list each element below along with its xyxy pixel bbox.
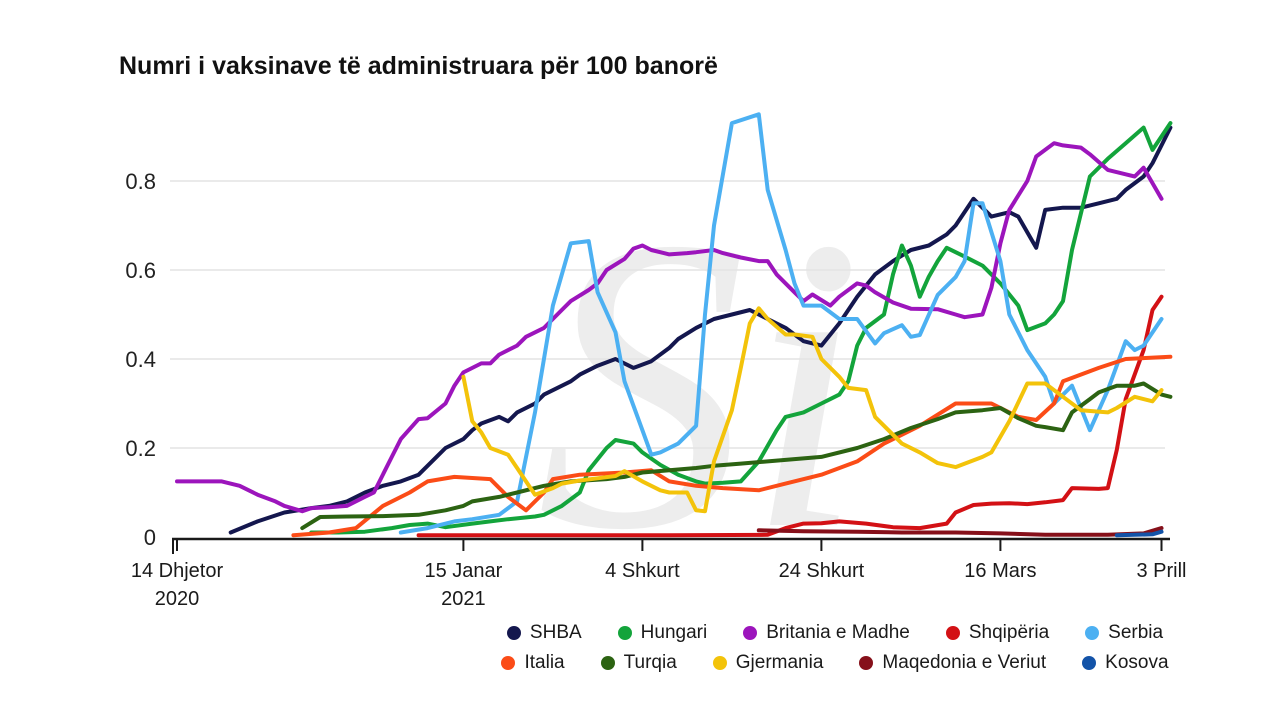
legend-item-maqedonia-e-veriut: Maqedonia e Veriut — [859, 652, 1046, 674]
legend-dot-icon — [945, 626, 960, 640]
y-tick-label: 0.4 — [125, 347, 156, 372]
series-line-shqipëria — [416, 294, 1164, 538]
legend-label: SHBA — [529, 622, 582, 643]
series-line-gjermania — [461, 306, 1164, 514]
legend-item-shqipëria: Shqipëria — [945, 622, 1050, 644]
y-tick-label: 0.6 — [125, 258, 156, 283]
legend-label: Serbia — [1108, 622, 1164, 643]
legend-item-gjermania: Gjermania — [712, 652, 824, 674]
y-axis-labels: 0 0.2 0.4 0.6 0.8 — [125, 169, 156, 550]
series-line-kosova — [1114, 529, 1164, 538]
legend-dot-icon — [1085, 626, 1100, 640]
legend-item-turqia: Turqia — [600, 652, 677, 674]
x-tick-label: 4 Shkurt — [605, 560, 680, 582]
legend-row-2: Italia Turqia Gjermania Maqedonia e Veriut K… — [501, 652, 1169, 674]
x-tick-label: 14 Dhjetor — [131, 560, 224, 582]
legend-item-hungari: Hungari — [617, 622, 708, 644]
legend-dot-icon — [712, 656, 727, 670]
legend-dot-icon — [859, 656, 874, 670]
legend-dot-icon — [501, 656, 516, 670]
legend-label: Gjermania — [735, 652, 824, 673]
x-tick-label: 2020 — [155, 588, 200, 610]
x-tick-label: 24 Shkurt — [779, 560, 865, 582]
legend-item-italia: Italia — [501, 652, 565, 674]
series-lines — [175, 112, 1173, 538]
legend-dot-icon — [600, 656, 615, 670]
legend-dot-icon — [617, 626, 632, 640]
series-line-serbia — [398, 112, 1164, 535]
legend-item-kosova: Kosova — [1082, 652, 1169, 674]
legend-dot-icon — [506, 626, 521, 640]
x-axis-labels: 14 Dhjetor 2020 15 Janar 2021 4 Shkurt 24 Shk… — [131, 560, 1187, 610]
legend-item-britania-e-madhe: Britania e Madhe — [743, 622, 910, 644]
legend-row-1: SHBA Hungari Britania e Madhe Shqipëria Serb… — [506, 622, 1163, 644]
series-line-hungari — [309, 121, 1173, 535]
x-tick-label: 3 Prill — [1136, 560, 1186, 582]
series-line-italia — [291, 354, 1173, 538]
chart-legend: SHBA Hungari Britania e Madhe Shqipëria Serb… — [470, 622, 1200, 674]
legend-label: Italia — [524, 652, 565, 673]
legend-item-shba: SHBA — [506, 622, 582, 644]
legend-label: Turqia — [623, 652, 677, 673]
legend-item-serbia: Serbia — [1085, 622, 1163, 644]
page-title: Numri i vaksinave të administruara për 1… — [119, 52, 718, 80]
y-tick-label: 0.2 — [125, 436, 156, 461]
x-axis — [172, 537, 1170, 554]
legend-label: Britania e Madhe — [766, 622, 910, 643]
series-line-shba — [228, 125, 1173, 535]
series-line-britania-e-madhe — [175, 141, 1164, 514]
x-tick-label: 16 Mars — [964, 560, 1036, 582]
legend-dot-icon — [743, 626, 758, 640]
legend-label: Shqipëria — [968, 622, 1050, 643]
x-tick-label: 2021 — [441, 588, 486, 610]
legend-label: Maqedonia e Veriut — [882, 652, 1047, 673]
y-tick-label: 0.8 — [125, 169, 156, 194]
legend-dot-icon — [1082, 656, 1097, 670]
legend-label: Hungari — [640, 622, 708, 643]
y-tick-label: 0 — [144, 525, 156, 550]
x-tick-label: 15 Janar — [424, 560, 502, 582]
legend-label: Kosova — [1105, 652, 1169, 673]
